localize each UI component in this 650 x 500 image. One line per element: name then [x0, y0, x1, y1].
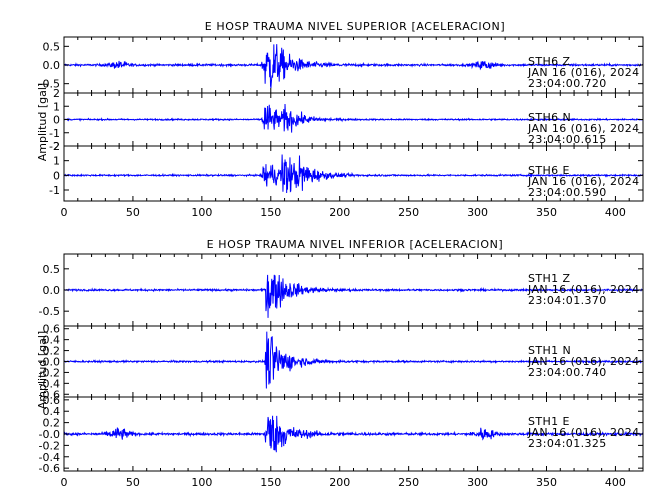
- ytick-label-0-0-1: 0.0: [43, 59, 61, 72]
- ytick-label-1-2-5: -0.4: [39, 451, 60, 464]
- annotation-1-0-2: 23:04:01.370: [528, 294, 607, 307]
- ytick-label-0-1-1: 1: [53, 100, 60, 113]
- ytick-label-1-0-1: 0.0: [43, 284, 61, 297]
- ytick-label-1-1-3: -0.0: [39, 356, 60, 369]
- annotation-1-1-1: JAN 16 (016), 2024: [527, 355, 640, 368]
- ytick-label-0-2-2: 0: [53, 169, 60, 182]
- ytick-label-1-1-4: -0.2: [39, 366, 60, 379]
- annotation-1-1-0: STH1 N: [528, 344, 571, 357]
- ytick-label-0-2-0: 2: [53, 140, 60, 153]
- annotation-0-0-0: STH6 Z: [528, 55, 570, 68]
- y-axis-label-inferior: Amplitud [gal]: [36, 331, 49, 409]
- annotation-1-0-1: JAN 16 (016), 2024: [527, 283, 640, 296]
- xtick-label-1-1: 50: [126, 476, 140, 489]
- xtick-label-1-7: 350: [536, 476, 557, 489]
- waveform-0-1: [64, 103, 643, 133]
- ytick-label-1-1-5: -0.4: [39, 377, 60, 390]
- xtick-label-0-1: 50: [126, 206, 140, 219]
- ytick-label-1-0-2: -0.5: [39, 305, 60, 318]
- waveform-1-2: [64, 415, 643, 453]
- ytick-label-0-2-1: 1: [53, 155, 60, 168]
- xtick-label-0-0: 0: [61, 206, 68, 219]
- ytick-label-1-2-4: -0.2: [39, 439, 60, 452]
- y-axis-label-superior: Amplitud [gal]: [36, 83, 49, 161]
- ytick-label-1-2-0: 0.6: [43, 394, 61, 407]
- xtick-label-1-6: 300: [467, 476, 488, 489]
- ytick-label-1-1-0: 0.6: [43, 323, 61, 336]
- annotation-0-2-0: STH6 E: [528, 164, 570, 177]
- ytick-label-0-1-2: 0: [53, 114, 60, 127]
- ytick-label-1-2-3: -0.0: [39, 428, 60, 441]
- ytick-label-0-0-0: 0.5: [43, 40, 61, 53]
- xtick-label-0-8: 400: [605, 206, 626, 219]
- chart-title-inferior: E HOSP TRAUMA NIVEL INFERIOR [ACELERACIO…: [207, 238, 504, 251]
- xtick-label-1-2: 100: [191, 476, 212, 489]
- waveform-0-2: [64, 154, 643, 193]
- waveform-1-1: [64, 331, 643, 389]
- annotation-1-0-0: STH1 Z: [528, 272, 570, 285]
- ytick-label-1-1-1: 0.4: [43, 334, 61, 347]
- xtick-label-0-7: 350: [536, 206, 557, 219]
- waveform-1-0: [64, 274, 643, 318]
- xtick-label-0-6: 300: [467, 206, 488, 219]
- ytick-label-0-1-4: -2: [49, 140, 60, 153]
- ytick-label-1-1-6: -0.6: [39, 388, 60, 401]
- chart-title-superior: E HOSP TRAUMA NIVEL SUPERIOR [ACELERACIO…: [205, 20, 506, 33]
- ytick-label-0-0-2: -0.5: [39, 78, 60, 91]
- ytick-label-0-2-3: -1: [49, 184, 60, 197]
- xtick-label-1-8: 400: [605, 476, 626, 489]
- ytick-label-1-2-1: 0.4: [43, 405, 61, 418]
- annotation-0-0-2: 23:04:00.720: [528, 77, 607, 90]
- annotation-0-0-1: JAN 16 (016), 2024: [527, 66, 640, 79]
- xtick-label-1-3: 150: [260, 476, 281, 489]
- ytick-label-1-2-6: -0.6: [39, 462, 60, 475]
- ytick-label-0-1-3: -1: [49, 127, 60, 140]
- ytick-label-1-0-0: 0.5: [43, 263, 61, 276]
- xtick-label-1-0: 0: [61, 476, 68, 489]
- annotation-0-1-2: 23:04:00.615: [528, 133, 607, 146]
- annotation-0-1-1: JAN 16 (016), 2024: [527, 122, 640, 135]
- annotation-1-2-2: 23:04:01.325: [528, 437, 607, 450]
- waveform-0-0: [64, 44, 643, 89]
- xtick-label-0-3: 150: [260, 206, 281, 219]
- xtick-label-1-5: 250: [398, 476, 419, 489]
- annotation-0-1-0: STH6 N: [528, 111, 571, 124]
- ytick-label-1-2-2: 0.2: [43, 417, 61, 430]
- annotation-1-1-2: 23:04:00.740: [528, 366, 607, 379]
- xtick-label-0-4: 200: [329, 206, 350, 219]
- ytick-label-1-1-2: 0.2: [43, 345, 61, 358]
- annotation-0-2-1: JAN 16 (016), 2024: [527, 175, 640, 188]
- annotation-1-2-0: STH1 E: [528, 415, 570, 428]
- annotation-1-2-1: JAN 16 (016), 2024: [527, 426, 640, 439]
- xtick-label-0-5: 250: [398, 206, 419, 219]
- ytick-label-0-1-0: 2: [53, 87, 60, 100]
- annotation-0-2-2: 23:04:00.590: [528, 186, 607, 199]
- xtick-label-0-2: 100: [191, 206, 212, 219]
- xtick-label-1-4: 200: [329, 476, 350, 489]
